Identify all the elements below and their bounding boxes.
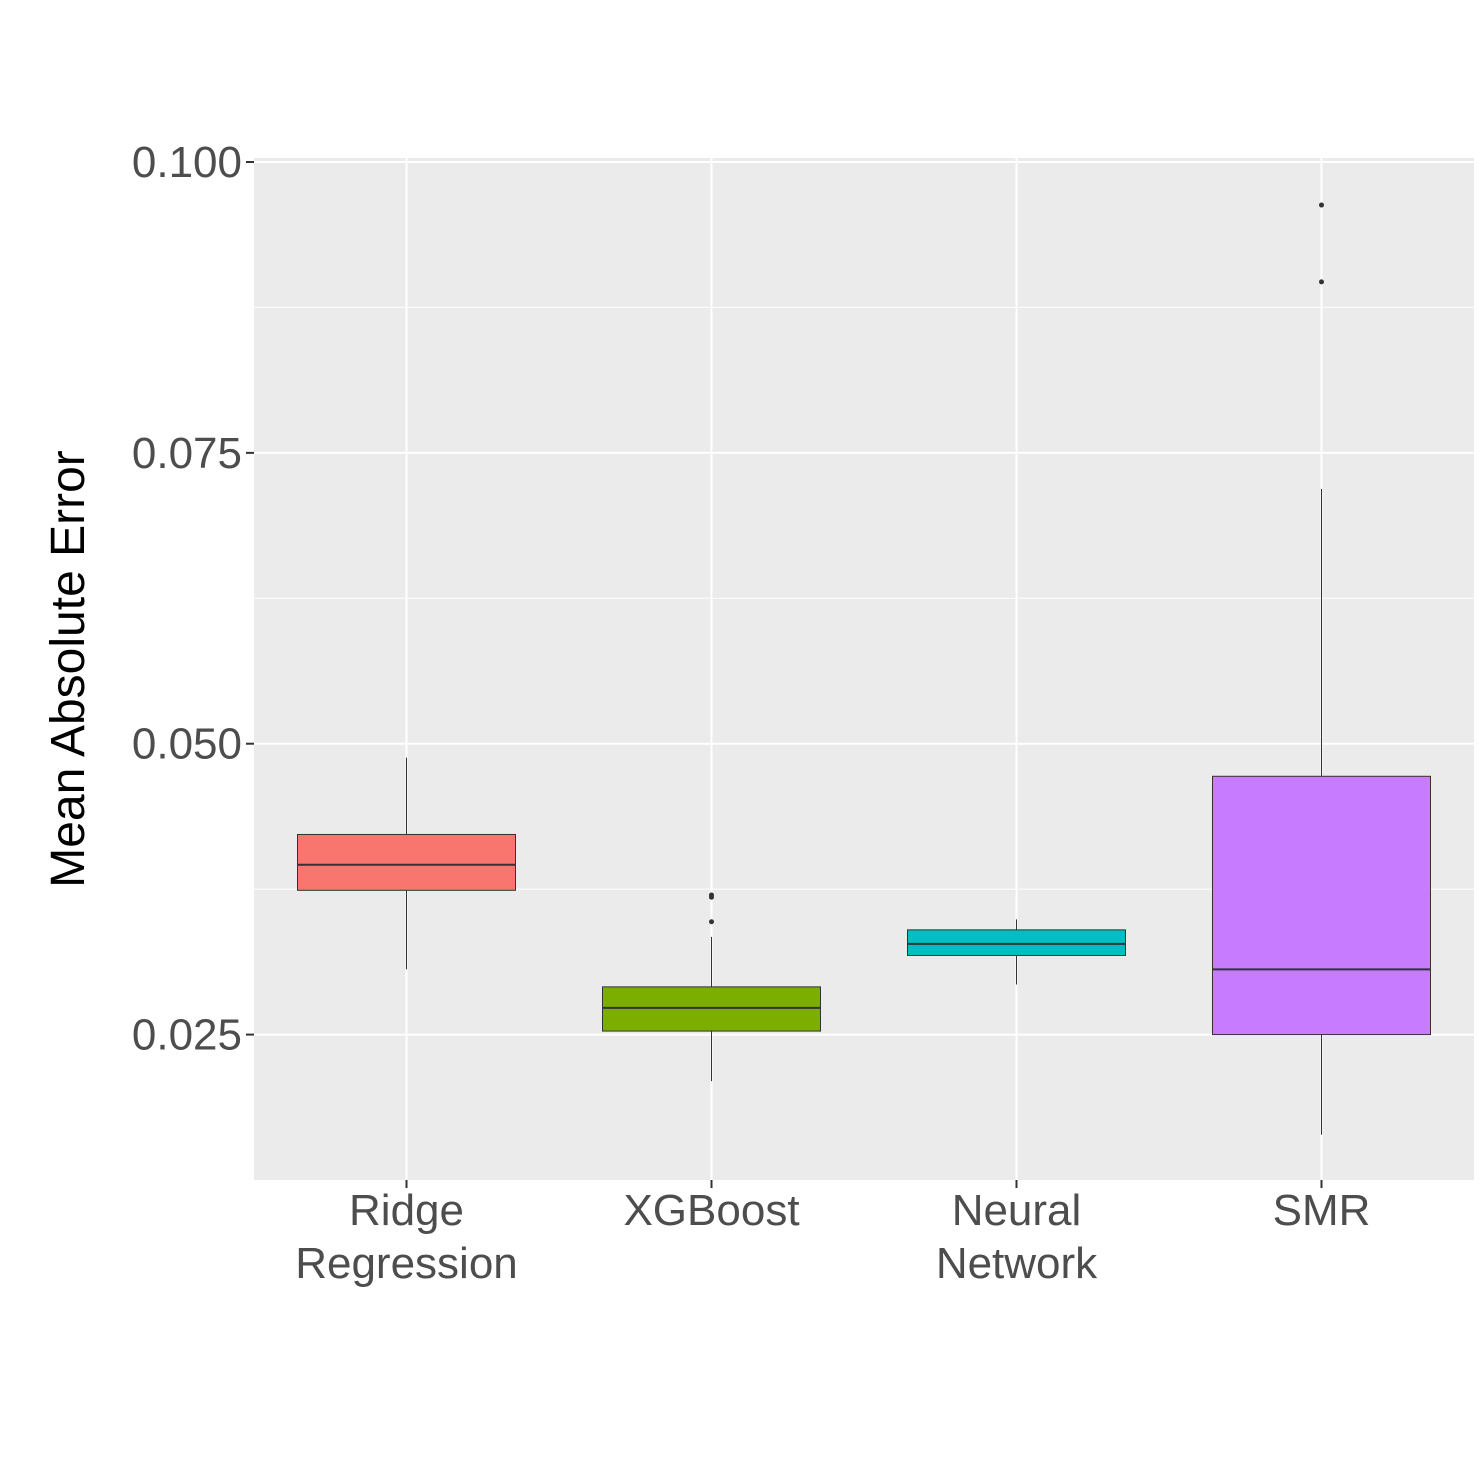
box-iqr: [1212, 775, 1431, 1036]
x-tick-label-line: Regression: [295, 1239, 518, 1288]
x-tick-label: SMR: [1273, 1186, 1371, 1235]
x-tick-label: Neural Network: [936, 1186, 1098, 1288]
outlier-point: [709, 892, 714, 898]
x-tick-label-line: SMR: [1273, 1186, 1371, 1235]
x-tick-label: XGBoost: [623, 1186, 799, 1235]
x-axis: Ridge Regression XGBoost Neural Network SMR: [295, 1180, 1370, 1288]
y-tick-label: 0.050: [132, 720, 242, 769]
boxes-layer: [297, 202, 1431, 1135]
box-iqr: [297, 833, 516, 891]
outlier-point: [709, 919, 714, 925]
box-0: [297, 757, 516, 970]
y-tick-label: 0.075: [132, 429, 242, 478]
box-iqr: [907, 929, 1126, 956]
x-tick-label: Ridge Regression: [295, 1186, 518, 1288]
x-tick-label-line: XGBoost: [623, 1186, 799, 1235]
y-tick-label: 0.025: [132, 1011, 242, 1060]
outlier-point: [1319, 202, 1324, 208]
y-tick-label: 0.100: [132, 138, 242, 187]
box-3: [1212, 202, 1431, 1135]
y-axis-title: Mean Absolute Error: [42, 450, 95, 888]
x-tick-label-line: Network: [936, 1239, 1098, 1288]
x-tick-label-line: Neural: [952, 1186, 1082, 1235]
box-2: [907, 919, 1126, 985]
outlier-point: [1319, 279, 1324, 285]
box-1: [602, 892, 821, 1082]
y-axis: 0.025 0.050 0.075 0.100: [132, 138, 254, 1060]
box-iqr: [602, 986, 821, 1032]
x-tick-label-line: Ridge: [349, 1186, 464, 1235]
